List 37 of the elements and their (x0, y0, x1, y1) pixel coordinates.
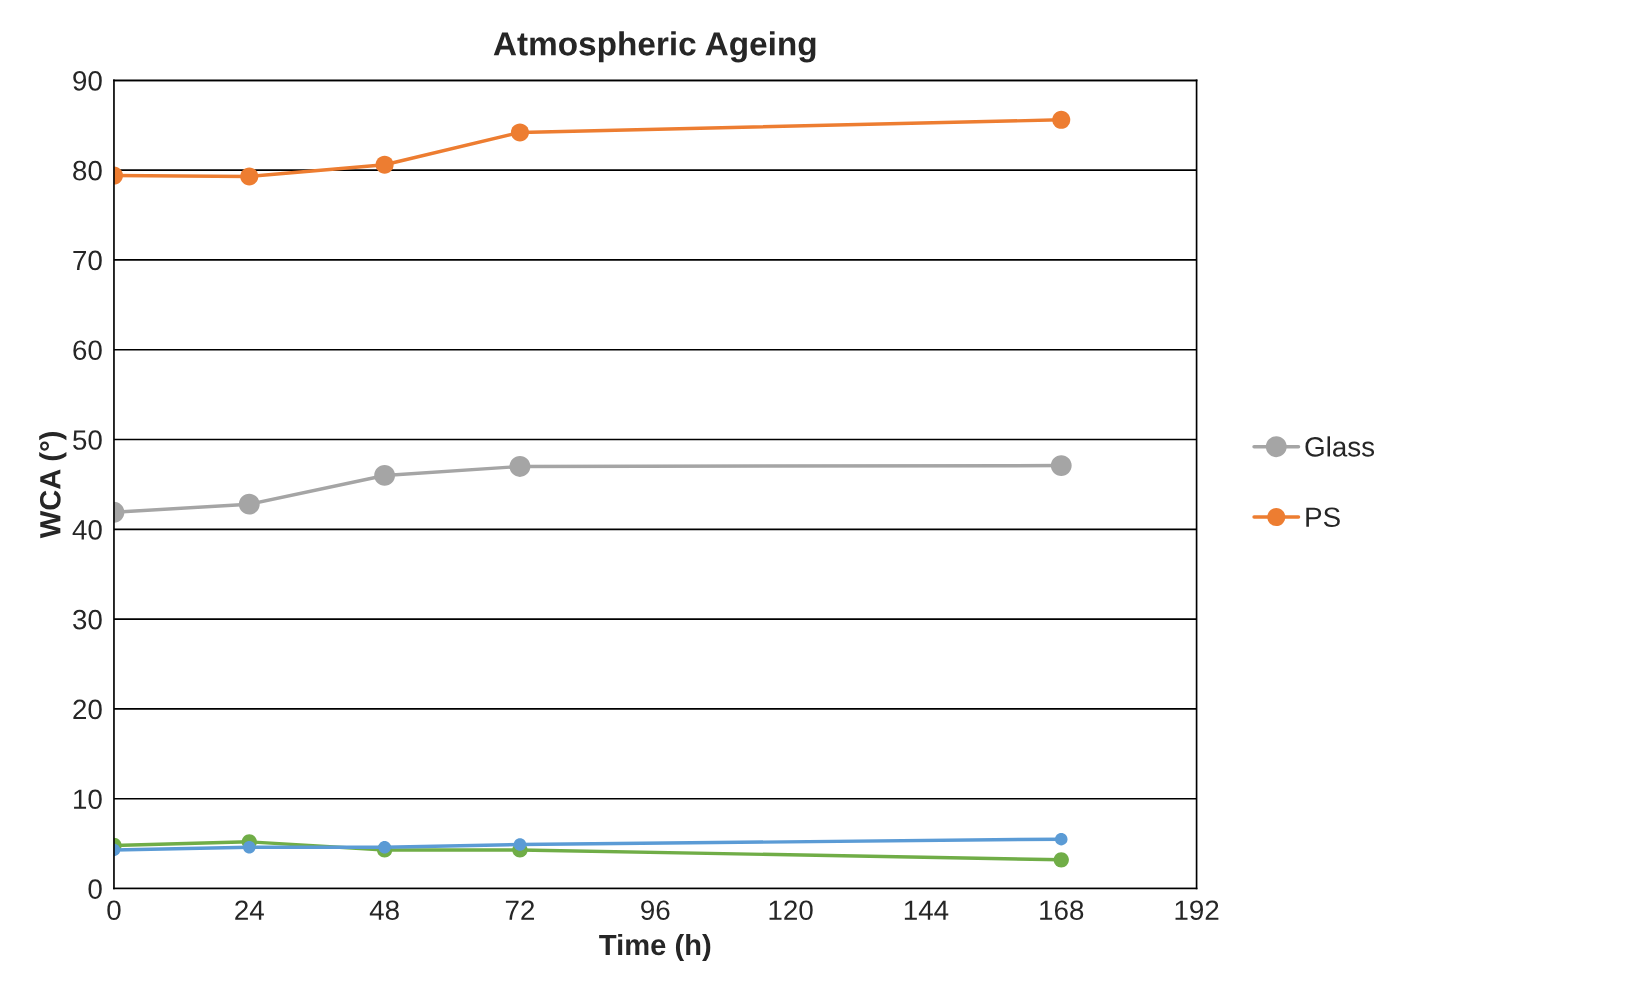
x-tick-label: 96 (641, 900, 670, 921)
point (375, 155, 394, 174)
point (238, 493, 260, 515)
point (509, 456, 531, 477)
point (1052, 110, 1071, 129)
y-tick-label: 40 (72, 520, 102, 540)
point (1050, 455, 1072, 476)
y-tick-label: 60 (73, 340, 102, 361)
x-tick-label: 192 (1175, 900, 1219, 921)
point (374, 465, 396, 486)
x-tick-label: 0 (107, 900, 121, 921)
x-axis-title: Time (h) (599, 933, 711, 962)
x-tick-label: 144 (904, 900, 949, 920)
x-tick-label: 48 (369, 900, 399, 921)
y-axis-title: WCA (°) (39, 432, 67, 539)
point (378, 840, 391, 854)
y-tick-label: 80 (73, 160, 102, 181)
y-tick-label: 90 (73, 70, 102, 91)
y-tick-label: 50 (73, 430, 102, 450)
point (243, 840, 256, 854)
x-tick-label: 120 (769, 900, 813, 921)
point (510, 123, 529, 142)
y-tick-label: 20 (73, 699, 102, 720)
x-tick-label: 24 (235, 900, 264, 920)
legend-label: PS (1306, 507, 1340, 528)
point (1053, 852, 1069, 868)
point (1055, 832, 1068, 846)
x-tick-label: 168 (1040, 900, 1084, 921)
y-tick-label: 10 (74, 789, 102, 810)
point (240, 167, 259, 186)
chart-title: Atmospheric Ageing (493, 31, 816, 63)
x-tick-label: 72 (505, 900, 534, 920)
y-tick-label: 30 (73, 609, 102, 630)
y-tick-label: 0 (88, 879, 102, 899)
y-tick-label: 70 (73, 250, 102, 271)
legend-label: Glass (1305, 436, 1375, 457)
point (513, 838, 527, 851)
